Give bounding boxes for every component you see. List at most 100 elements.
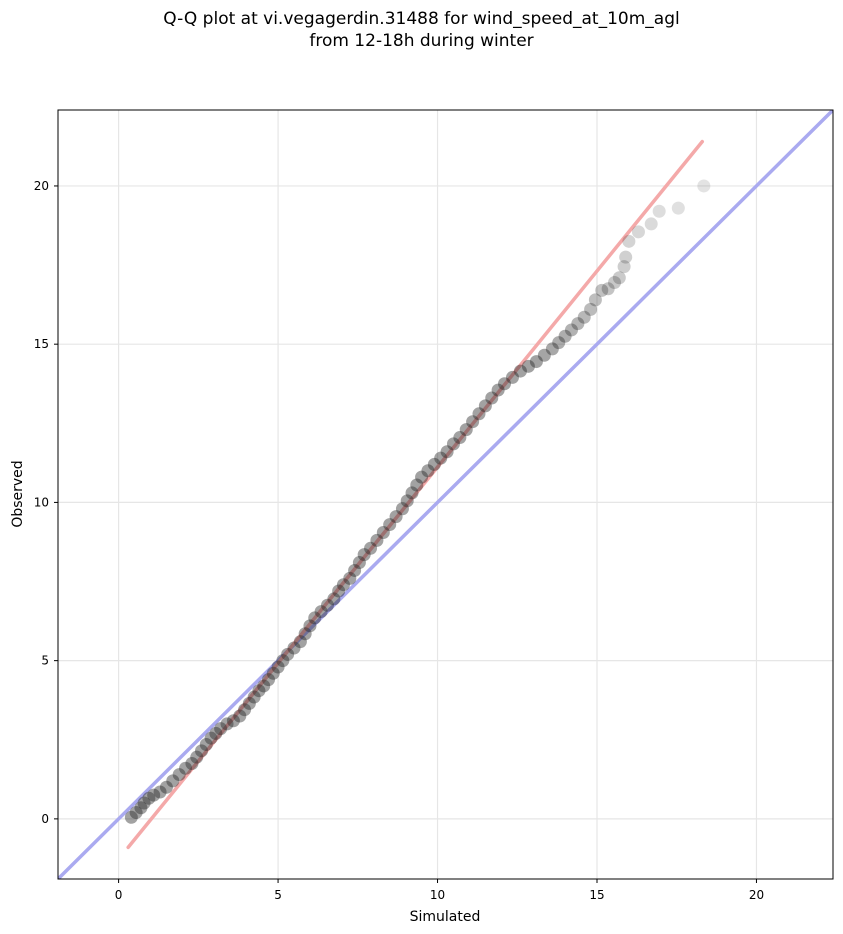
fit-line — [126, 139, 704, 850]
data-point — [252, 684, 266, 698]
y-axis-label: Observed — [10, 460, 26, 527]
data-point — [410, 478, 424, 492]
plot-frame — [57, 109, 834, 880]
data-point — [622, 234, 636, 248]
y-tick-label: 20 — [34, 179, 49, 193]
y-tick-label: 15 — [34, 337, 49, 351]
data-point — [147, 788, 161, 802]
data-point — [537, 348, 551, 362]
data-point — [588, 293, 602, 307]
data-point — [552, 336, 566, 350]
data-point — [195, 744, 209, 758]
data-point — [608, 275, 622, 289]
y-tick-label: 10 — [34, 495, 49, 509]
data-point — [332, 584, 346, 598]
data-point — [238, 703, 252, 717]
data-point — [287, 641, 301, 655]
data-point — [166, 774, 180, 788]
data-point — [124, 810, 138, 824]
data-point — [352, 556, 366, 570]
data-point — [271, 660, 285, 674]
data-point — [652, 204, 666, 218]
data-point — [521, 359, 535, 373]
axis-ticks: 0 5 10 15 20 0 5 10 15 20 — [34, 179, 764, 902]
data-point — [159, 780, 173, 794]
data-point — [336, 578, 350, 592]
data-point — [281, 647, 295, 661]
data-point — [571, 317, 585, 331]
data-point — [619, 250, 633, 264]
data-point — [577, 310, 591, 324]
data-point — [558, 329, 572, 343]
data-point — [370, 533, 384, 547]
data-point — [142, 791, 156, 805]
data-point — [134, 801, 148, 815]
data-point — [247, 690, 261, 704]
data-point — [453, 431, 467, 445]
data-point — [257, 679, 271, 693]
data-point — [293, 635, 307, 649]
data-point — [584, 302, 598, 316]
data-point — [261, 673, 275, 687]
data-point — [400, 494, 414, 508]
data-point — [617, 260, 631, 274]
data-point — [233, 709, 247, 723]
data-point — [434, 451, 448, 465]
data-point — [505, 370, 519, 384]
data-point — [545, 342, 559, 356]
data-point — [491, 383, 505, 397]
data-point — [376, 525, 390, 539]
data-point — [364, 541, 378, 555]
data-point — [498, 377, 512, 391]
data-point — [631, 225, 645, 239]
x-tick-label: 0 — [115, 888, 123, 902]
data-point — [190, 750, 204, 764]
data-point — [226, 714, 240, 728]
reference-line-1to1 — [58, 110, 833, 879]
data-point — [513, 364, 527, 378]
data-point — [327, 592, 341, 606]
x-tick-label: 15 — [589, 888, 604, 902]
data-point — [220, 717, 234, 731]
data-point — [405, 486, 419, 500]
data-point — [644, 217, 658, 231]
data-point — [478, 399, 492, 413]
y-tick-label: 5 — [41, 654, 49, 668]
data-point — [348, 563, 362, 577]
data-point — [529, 355, 543, 369]
data-point — [209, 726, 223, 740]
data-point — [421, 464, 435, 478]
data-point — [298, 627, 312, 641]
data-point — [242, 696, 256, 710]
data-point — [601, 282, 615, 296]
chart-title-line-1: Q-Q plot at vi.vegagerdin.31488 for wind… — [163, 9, 680, 29]
y-tick-label: 0 — [41, 812, 49, 826]
data-point — [137, 796, 151, 810]
data-point — [204, 731, 218, 745]
data-point — [314, 605, 328, 619]
data-point — [485, 391, 499, 405]
data-point — [214, 722, 228, 736]
data-point — [266, 666, 280, 680]
x-axis-label: Simulated — [410, 909, 481, 925]
data-point — [472, 407, 486, 421]
data-point — [395, 502, 409, 516]
data-point — [466, 415, 480, 429]
data-point — [179, 761, 193, 775]
data-point — [446, 437, 460, 451]
data-point — [459, 423, 473, 437]
chart-title-line-2: from 12-18h during winter — [309, 31, 534, 51]
data-point — [172, 768, 186, 782]
data-point — [308, 611, 322, 625]
data-points — [124, 179, 711, 824]
data-point — [383, 518, 397, 532]
grid — [58, 110, 833, 879]
data-point — [185, 756, 199, 770]
data-point — [343, 571, 357, 585]
lines — [58, 110, 833, 879]
chart-title: Q-Q plot at vi.vegagerdin.31488 for wind… — [0, 8, 843, 52]
data-point — [564, 323, 578, 337]
data-point — [415, 470, 429, 484]
data-point — [389, 510, 403, 524]
